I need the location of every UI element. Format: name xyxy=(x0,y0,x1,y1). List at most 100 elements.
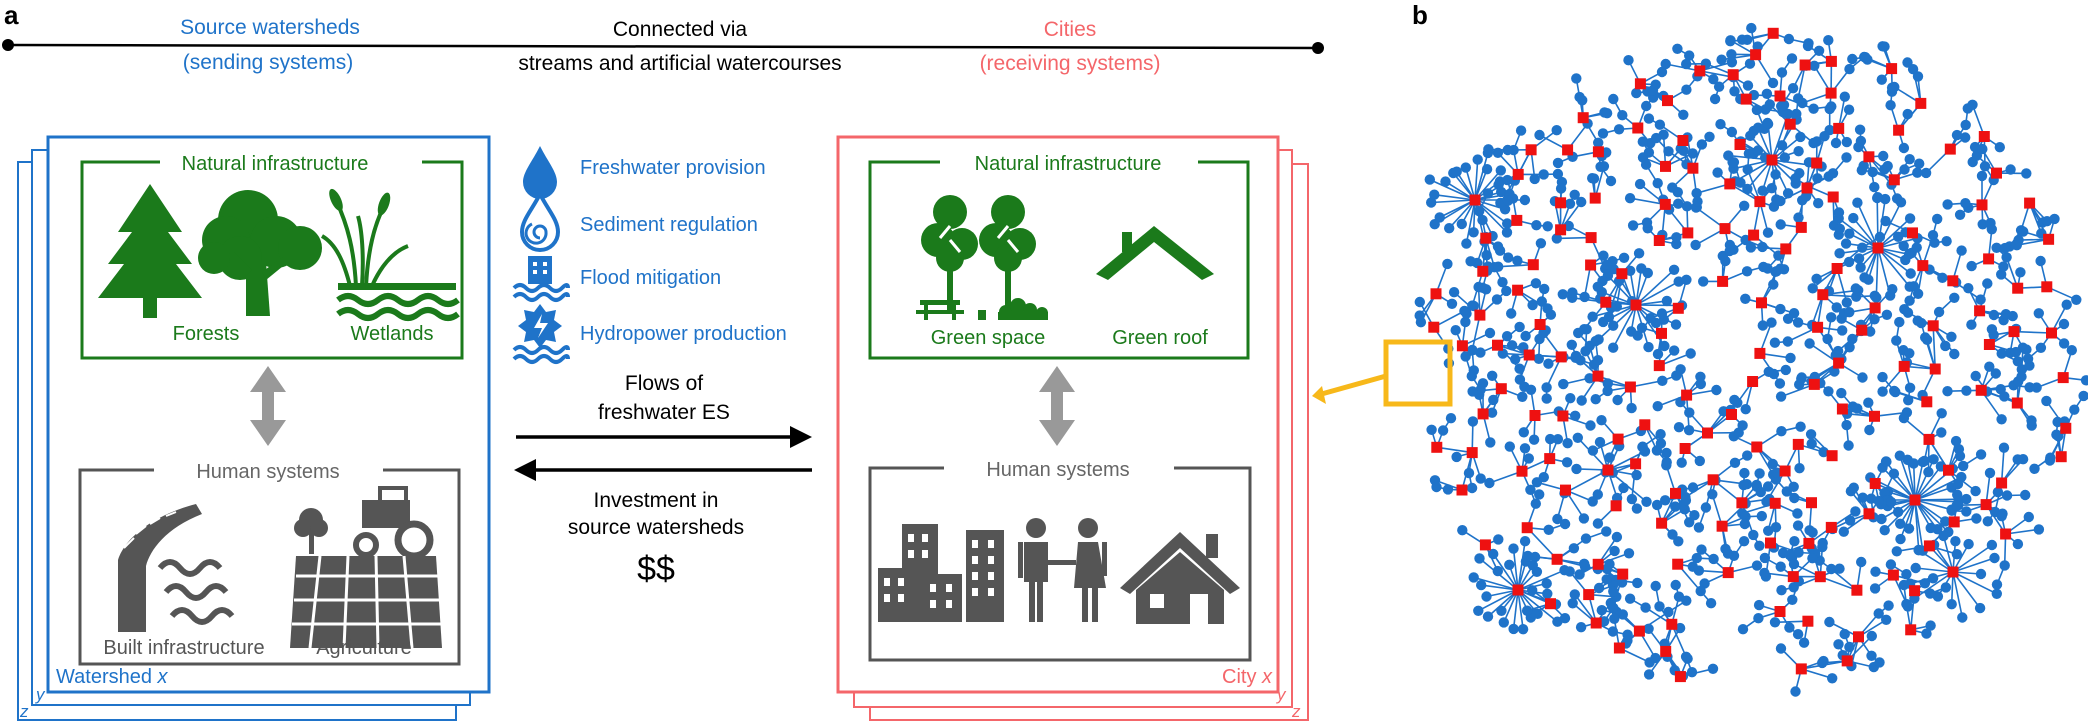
watershed-node xyxy=(1789,536,1800,547)
city-node xyxy=(1592,146,1604,158)
watershed-node xyxy=(1644,657,1655,668)
city-node xyxy=(1898,360,1910,372)
watershed-node xyxy=(1673,422,1685,433)
watershed-node xyxy=(1579,561,1591,572)
watershed-node xyxy=(1527,299,1538,311)
watershed-node xyxy=(1866,630,1878,642)
network-edge xyxy=(1474,152,1489,201)
watershed-node xyxy=(1920,332,1931,343)
watershed-node xyxy=(1448,287,1460,298)
watershed-node xyxy=(1787,594,1798,605)
watershed-node xyxy=(1704,131,1715,142)
watershed-node xyxy=(1670,319,1682,330)
network-edge xyxy=(1752,201,1761,236)
watershed-node xyxy=(1966,260,1977,272)
watershed-node xyxy=(1885,559,1897,570)
watershed-node xyxy=(1940,340,1951,352)
money-label: $$ xyxy=(637,550,675,588)
watershed-node xyxy=(1590,394,1601,405)
watershed-node xyxy=(1780,364,1792,376)
watershed-node xyxy=(2029,463,2040,474)
network-edge xyxy=(1465,199,1476,244)
city-node xyxy=(1909,494,1921,506)
watershed-node xyxy=(1696,139,1708,150)
city-node xyxy=(1983,339,1995,350)
watershed-node xyxy=(1502,174,1513,186)
network-edge xyxy=(1517,569,1565,591)
watershed-node xyxy=(1764,99,1776,110)
watershed-node xyxy=(1898,412,1910,424)
watershed-node xyxy=(1686,667,1698,678)
watershed-node xyxy=(1632,330,1643,341)
watershed-node xyxy=(1571,463,1582,475)
watershed-node xyxy=(1858,160,1869,171)
watershed-node xyxy=(1854,124,1866,135)
city-node xyxy=(1769,497,1781,509)
watershed-node xyxy=(1881,309,1893,320)
city-node xyxy=(1736,497,1748,509)
watershed-node xyxy=(1623,548,1635,559)
watershed-node xyxy=(1783,33,1795,45)
watershed-node xyxy=(1504,559,1515,570)
watershed-node xyxy=(2010,346,2022,358)
watershed-node xyxy=(1466,482,1478,494)
watershed-node xyxy=(1461,308,1472,319)
watershed-node xyxy=(1645,313,1656,324)
watershed-node xyxy=(1529,551,1541,563)
source-title: Source watersheds xyxy=(180,16,360,39)
city-node xyxy=(1734,139,1746,150)
watershed-node xyxy=(1805,429,1817,440)
investment-label-1: Investment in xyxy=(594,489,719,512)
watershed-node xyxy=(1655,438,1667,449)
watershed-node xyxy=(1787,83,1799,94)
watershed-node xyxy=(2012,356,2024,367)
city-node xyxy=(2000,528,2012,540)
watershed-node xyxy=(1911,242,1922,253)
watershed-node xyxy=(1552,168,1564,180)
watershed-node xyxy=(1521,605,1533,616)
city-node xyxy=(1756,297,1767,309)
network-edge xyxy=(1498,263,1534,268)
watershed-node xyxy=(1506,308,1517,319)
watershed-node xyxy=(1707,489,1718,500)
city-node xyxy=(1917,260,1929,272)
watershed-node xyxy=(1468,227,1479,238)
watershed-node xyxy=(1566,339,1578,350)
city-node xyxy=(1833,122,1845,134)
network-highlight-box xyxy=(1383,339,1453,407)
watershed-node xyxy=(1608,342,1619,353)
watershed-node xyxy=(1841,136,1853,148)
watershed-node xyxy=(1996,269,2007,280)
watershed-node xyxy=(1754,540,1765,551)
network-edge xyxy=(1914,476,1962,501)
watershed-node xyxy=(1661,457,1672,468)
network-edge xyxy=(1952,571,1998,595)
watershed-node xyxy=(1502,218,1513,229)
watershed-node xyxy=(1904,154,1915,165)
watershed-node xyxy=(1769,337,1781,348)
watershed-node xyxy=(1840,238,1852,249)
watershed-node xyxy=(1950,435,1962,447)
city-label: City x xyxy=(1222,666,1273,688)
watershed-node xyxy=(2071,294,2082,305)
city-node xyxy=(1610,500,1622,512)
watershed-node xyxy=(1705,598,1717,609)
network-edge xyxy=(1434,193,1476,201)
cities-subtitle: (receiving systems) xyxy=(980,52,1161,75)
watershed-node xyxy=(1826,312,1837,323)
watershed-node xyxy=(1631,469,1642,481)
watershed-node xyxy=(1857,372,1868,383)
city-node xyxy=(1909,585,1921,597)
city-node xyxy=(1430,288,1442,300)
watershed-node xyxy=(1552,513,1563,525)
flood-icon xyxy=(512,256,570,302)
watershed-node xyxy=(1442,484,1454,495)
network-edge xyxy=(1838,217,1879,249)
watershed-node xyxy=(1902,601,1914,612)
watershed-node xyxy=(2066,345,2077,356)
watershed-node xyxy=(1481,250,1492,261)
network-edge xyxy=(1517,541,1526,591)
watershed-node xyxy=(1574,569,1585,580)
watershed-node xyxy=(1855,262,1866,273)
city-node xyxy=(1656,327,1667,339)
